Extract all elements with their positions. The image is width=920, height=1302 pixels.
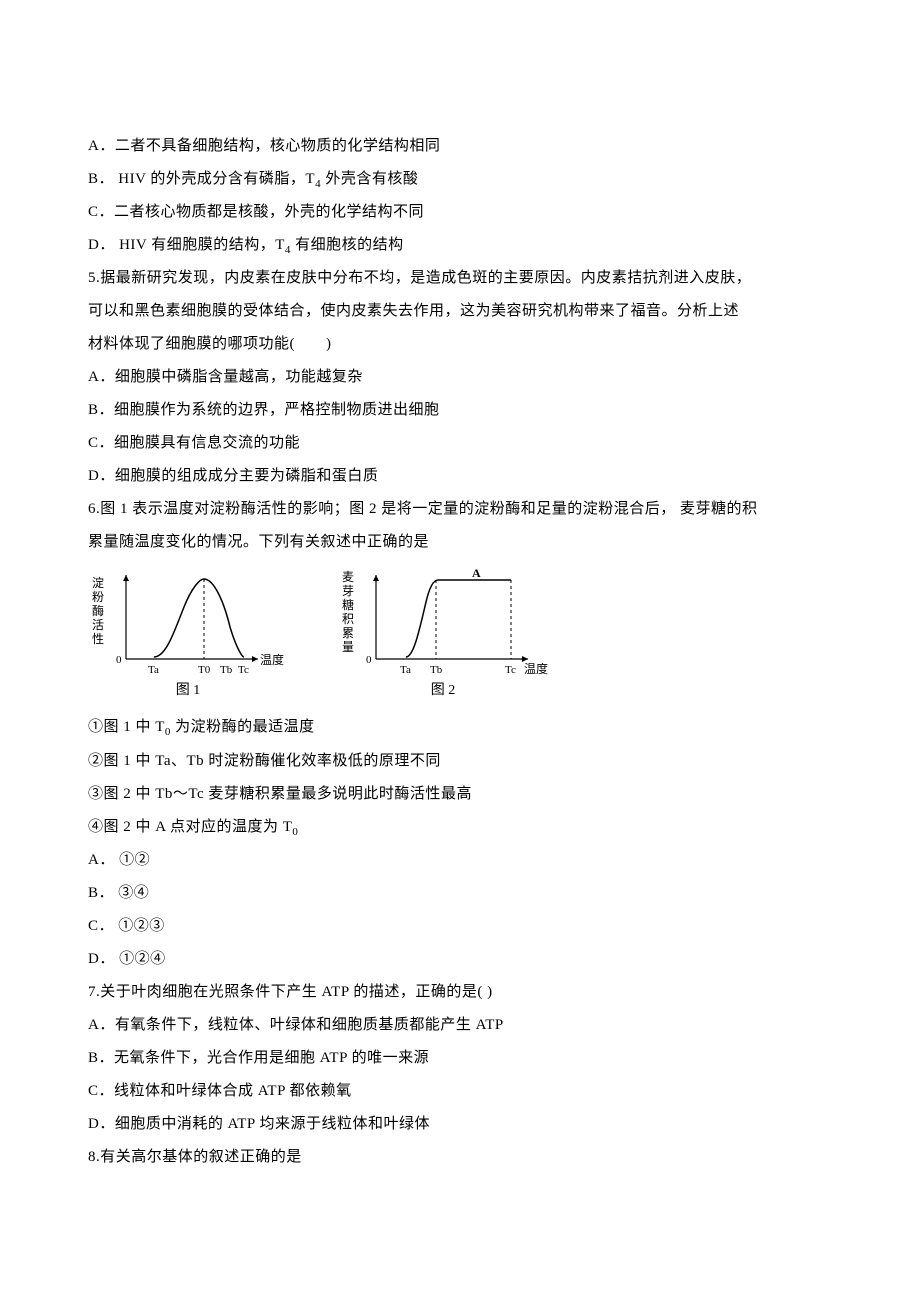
q5-stem-line3: 材料体现了细胞膜的哪项功能( ) [88, 328, 832, 361]
q6-statement-2: ②图 1 中 Ta、Tb 时淀粉酶催化效率极低的原理不同 [88, 745, 832, 778]
svg-text:Tc: Tc [238, 664, 249, 676]
svg-text:0: 0 [116, 654, 122, 666]
q6-option-a: A． ①② [88, 844, 832, 877]
svg-text:A: A [472, 567, 481, 580]
q5-option-b: B．细胞膜作为系统的边界，严格控制物质进出细胞 [88, 394, 832, 427]
svg-text:Tb: Tb [430, 664, 443, 676]
q7-option-a: A．有氧条件下，线粒体、叶绿体和细胞质基质都能产生 ATP [88, 1009, 832, 1042]
text: B． HIV 的外壳成分含有磷脂，T [88, 171, 315, 187]
text: 为淀粉酶的最适温度 [171, 719, 315, 735]
q5-option-c: C．细胞膜具有信息交流的功能 [88, 427, 832, 460]
q7-option-c: C．线粒体和叶绿体合成 ATP 都依赖氧 [88, 1075, 832, 1108]
q6-option-b: B． ③④ [88, 877, 832, 910]
svg-text:温度: 温度 [260, 652, 284, 667]
svg-text:0: 0 [366, 654, 372, 666]
q5-stem-line2: 可以和黑色素细胞膜的受体结合，使内皮素失去作用，这为美容研究机构带来了福音。分析… [88, 295, 832, 328]
text: D． HIV 有细胞膜的结构，T [88, 237, 285, 253]
text: 外壳含有核酸 [321, 171, 418, 187]
q7-option-d: D．细胞质中消耗的 ATP 均来源于线粒体和叶绿体 [88, 1108, 832, 1141]
q6-figures: 淀粉酶活性 0 Ta T0 Tb Tc 温度 图 1 麦芽糖积累量 0 A Ta Tb Tc 温度 图 … [88, 567, 832, 699]
q4-option-b: B． HIV 的外壳成分含有磷脂，T4 外壳含有核酸 [88, 163, 832, 196]
q4-option-d: D． HIV 有细胞膜的结构，T4 有细胞核的结构 [88, 229, 832, 262]
subscript: 0 [292, 826, 298, 838]
q6-option-c: C． ①②③ [88, 910, 832, 943]
svg-text:Ta: Ta [400, 664, 411, 676]
text: 有细胞核的结构 [291, 237, 404, 253]
svg-text:麦芽糖积累量: 麦芽糖积累量 [342, 570, 354, 654]
figure-2: 麦芽糖积累量 0 A Ta Tb Tc 温度 图 2 [338, 567, 548, 699]
q4-option-a: A．二者不具备细胞结构，核心物质的化学结构相同 [88, 130, 832, 163]
q6-option-d: D． ①②④ [88, 943, 832, 976]
q6-stem-line1: 6.图 1 表示温度对淀粉酶活性的影响；图 2 是将一定量的淀粉酶和足量的淀粉混… [88, 493, 832, 526]
svg-text:Ta: Ta [148, 664, 159, 676]
figure-1-caption: 图 1 [176, 679, 201, 699]
q5-option-d: D．细胞膜的组成成分主要为磷脂和蛋白质 [88, 460, 832, 493]
text: ①图 1 中 T [88, 719, 165, 735]
svg-text:淀粉酶活性: 淀粉酶活性 [92, 576, 104, 646]
q5-stem-line1: 5.据最新研究发现，内皮素在皮肤中分布不均，是造成色斑的主要原因。内皮素拮抗剂进… [88, 262, 832, 295]
q5-option-a: A．细胞膜中磷脂含量越高，功能越复杂 [88, 361, 832, 394]
chart-2: 麦芽糖积累量 0 A Ta Tb Tc 温度 [338, 567, 548, 677]
svg-text:温度: 温度 [524, 661, 548, 676]
q4-option-c: C．二者核心物质都是核酸，外壳的化学结构不同 [88, 196, 832, 229]
q8-stem: 8.有关高尔基体的叙述正确的是 [88, 1141, 832, 1174]
q6-statement-1: ①图 1 中 T0 为淀粉酶的最适温度 [88, 711, 832, 744]
chart-1: 淀粉酶活性 0 Ta T0 Tb Tc 温度 [88, 567, 288, 677]
q6-statement-4: ④图 2 中 A 点对应的温度为 T0 [88, 811, 832, 844]
svg-text:Tc: Tc [505, 664, 516, 676]
q7-option-b: B．无氧条件下，光合作用是细胞 ATP 的唯一来源 [88, 1042, 832, 1075]
svg-text:Tb: Tb [220, 664, 233, 676]
q6-statement-3: ③图 2 中 Tb～Tc 麦芽糖积累量最多说明此时酶活性最高 [88, 778, 832, 811]
q7-stem: 7.关于叶肉细胞在光照条件下产生 ATP 的描述，正确的是( ) [88, 976, 832, 1009]
text: ④图 2 中 A 点对应的温度为 T [88, 819, 292, 835]
svg-text:T0: T0 [198, 664, 211, 676]
figure-1: 淀粉酶活性 0 Ta T0 Tb Tc 温度 图 1 [88, 567, 288, 699]
q6-stem-line2: 累量随温度变化的情况。下列有关叙述中正确的是 [88, 526, 832, 559]
figure-2-caption: 图 2 [431, 679, 456, 699]
